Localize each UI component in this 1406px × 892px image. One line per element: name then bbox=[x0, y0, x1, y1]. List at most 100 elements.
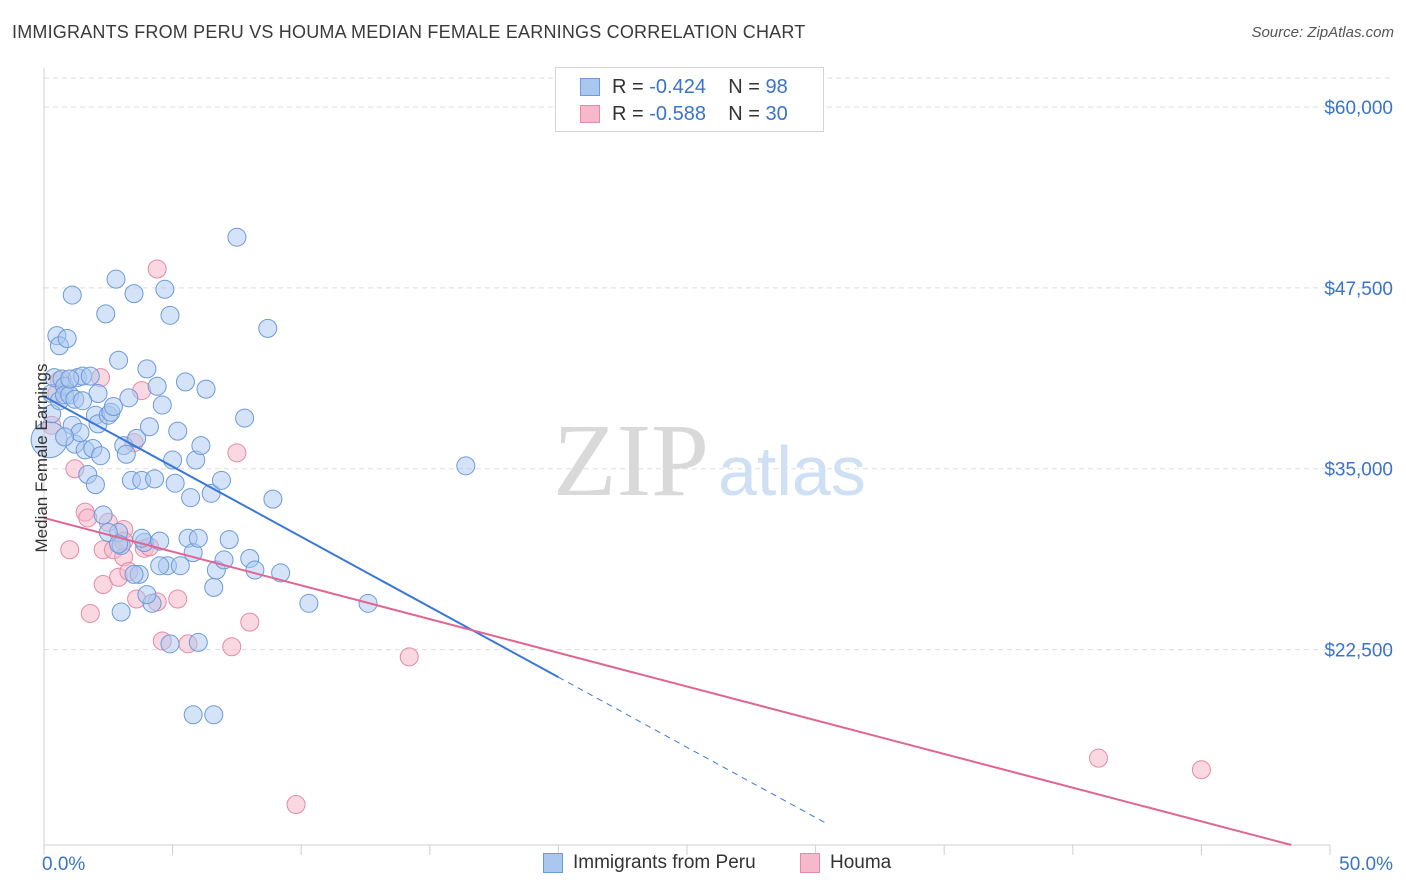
peru-point bbox=[188, 632, 208, 652]
houma-point bbox=[1089, 748, 1109, 768]
peru-point bbox=[73, 391, 93, 411]
legend-r-value: -0.424 bbox=[649, 75, 706, 98]
source-label: Source: ZipAtlas.com bbox=[1251, 24, 1394, 41]
legend-r-label: R = bbox=[612, 102, 650, 125]
peru-point bbox=[165, 473, 185, 493]
legend-label-peru: Immigrants from Peru bbox=[573, 852, 756, 873]
houma-points bbox=[42, 259, 1211, 814]
peru-point bbox=[196, 379, 216, 399]
peru-point bbox=[88, 383, 108, 403]
peru-point bbox=[106, 269, 126, 289]
legend-item-houma[interactable]: Houma bbox=[800, 852, 891, 874]
legend-row-peru: R = -0.424 N = 98 bbox=[580, 74, 788, 100]
peru-point bbox=[263, 489, 283, 509]
peru-point bbox=[155, 279, 175, 299]
peru-point bbox=[116, 444, 136, 464]
series-legend: Immigrants from Peru Houma bbox=[0, 852, 1406, 878]
legend-item-peru[interactable]: Immigrants from Peru bbox=[543, 852, 756, 874]
peru-point bbox=[150, 556, 170, 576]
peru-points bbox=[30, 227, 476, 725]
legend-n-label: N = bbox=[728, 75, 766, 98]
peru-point bbox=[93, 505, 113, 525]
peru-point bbox=[183, 705, 203, 725]
peru-legend-swatch bbox=[543, 853, 563, 873]
houma-point bbox=[227, 443, 247, 463]
stats-legend: R = -0.424 N = 98 R = -0.588 N = 30 bbox=[555, 67, 824, 132]
peru-point bbox=[170, 556, 190, 576]
legend-n-value: 30 bbox=[765, 102, 788, 125]
y-tick-labels: $22,500 $35,000 $47,500 $60,000 bbox=[1324, 98, 1393, 662]
peru-point bbox=[147, 376, 167, 396]
watermark-zip: ZIP bbox=[553, 403, 709, 518]
peru-swatch bbox=[580, 78, 600, 96]
peru-point bbox=[175, 372, 195, 392]
peru-point bbox=[139, 417, 159, 437]
legend-n-label: N = bbox=[728, 102, 766, 125]
x-tick-label-min: 0.0% bbox=[42, 854, 85, 875]
peru-point bbox=[57, 328, 77, 348]
peru-point bbox=[80, 366, 100, 386]
peru-point bbox=[85, 475, 105, 495]
houma-point bbox=[286, 794, 306, 814]
y-tick-label: $47,500 bbox=[1324, 279, 1393, 300]
houma-legend-swatch bbox=[800, 853, 820, 873]
houma-point bbox=[1191, 760, 1211, 780]
peru-point bbox=[181, 488, 201, 508]
houma-point bbox=[222, 637, 242, 657]
y-axis-label: Median Female Earnings bbox=[32, 363, 51, 553]
peru-point bbox=[137, 359, 157, 379]
houma-point bbox=[168, 589, 188, 609]
legend-label-houma: Houma bbox=[830, 852, 892, 873]
peru-point bbox=[103, 397, 123, 417]
peru-point bbox=[62, 285, 82, 305]
peru-trend-extension bbox=[558, 676, 829, 825]
houma-point bbox=[80, 603, 100, 623]
peru-point bbox=[271, 563, 291, 583]
peru-point bbox=[91, 446, 111, 466]
peru-point bbox=[299, 593, 319, 613]
peru-point bbox=[111, 602, 131, 622]
legend-row-houma: R = -0.588 N = 30 bbox=[580, 101, 788, 127]
y-tick-label: $35,000 bbox=[1324, 460, 1393, 481]
peru-point bbox=[168, 421, 188, 441]
peru-point bbox=[245, 560, 265, 580]
peru-point bbox=[124, 284, 144, 304]
houma-trend-line bbox=[43, 516, 1292, 846]
houma-point bbox=[93, 575, 113, 595]
peru-point bbox=[124, 564, 144, 584]
peru-point bbox=[456, 456, 476, 476]
peru-point bbox=[152, 395, 172, 415]
peru-point bbox=[55, 427, 75, 447]
x-tick-labels: 0.0% 50.0% bbox=[42, 854, 1393, 875]
peru-point bbox=[188, 528, 208, 548]
peru-point bbox=[109, 350, 129, 370]
y-tick-label: $22,500 bbox=[1324, 641, 1393, 662]
peru-point bbox=[227, 227, 247, 247]
peru-point bbox=[258, 318, 278, 338]
peru-point bbox=[191, 436, 211, 456]
legend-r-label: R = bbox=[612, 75, 650, 98]
peru-point bbox=[160, 305, 180, 325]
peru-point bbox=[219, 530, 239, 550]
houma-point bbox=[240, 612, 260, 632]
peru-point bbox=[211, 470, 231, 490]
peru-point bbox=[137, 585, 157, 605]
peru-point bbox=[145, 469, 165, 489]
legend-r-value: -0.588 bbox=[649, 102, 706, 125]
legend-n-value: 98 bbox=[765, 75, 788, 98]
peru-point bbox=[60, 369, 80, 389]
houma-point bbox=[147, 259, 167, 279]
peru-point bbox=[160, 634, 180, 654]
watermark-atlas: atlas bbox=[718, 432, 866, 510]
peru-point bbox=[96, 304, 116, 324]
peru-point bbox=[235, 408, 255, 428]
houma-swatch bbox=[580, 105, 600, 123]
chart-title: IMMIGRANTS FROM PERU VS HOUMA MEDIAN FEM… bbox=[12, 22, 806, 42]
peru-point bbox=[119, 388, 139, 408]
y-tick-label: $60,000 bbox=[1324, 98, 1393, 119]
houma-point bbox=[78, 508, 98, 528]
houma-point bbox=[399, 647, 419, 667]
peru-point bbox=[204, 577, 224, 597]
trend-lines bbox=[43, 395, 1292, 846]
